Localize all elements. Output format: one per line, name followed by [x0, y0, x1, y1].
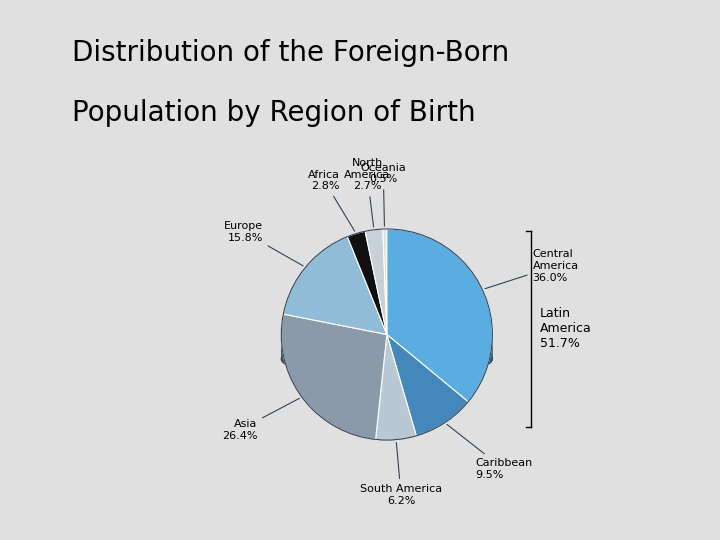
- Polygon shape: [468, 339, 492, 402]
- Ellipse shape: [282, 340, 492, 378]
- Polygon shape: [347, 231, 387, 334]
- Text: Asia
26.4%: Asia 26.4%: [222, 399, 300, 441]
- Polygon shape: [283, 237, 387, 334]
- Polygon shape: [376, 334, 416, 440]
- Polygon shape: [387, 334, 468, 436]
- Text: Oceania
0.5%: Oceania 0.5%: [361, 163, 406, 226]
- Polygon shape: [365, 229, 387, 334]
- Polygon shape: [416, 371, 468, 436]
- Text: Distribution of the Foreign-Born: Distribution of the Foreign-Born: [72, 39, 509, 67]
- Polygon shape: [282, 335, 376, 440]
- Polygon shape: [383, 229, 387, 334]
- Text: North
America
2.7%: North America 2.7%: [344, 158, 390, 227]
- Text: Latin
America
51.7%: Latin America 51.7%: [540, 307, 592, 350]
- Polygon shape: [376, 377, 416, 440]
- Text: Caribbean
9.5%: Caribbean 9.5%: [447, 424, 533, 480]
- Polygon shape: [282, 314, 387, 440]
- Text: Europe
15.8%: Europe 15.8%: [224, 221, 303, 266]
- Text: Population by Region of Birth: Population by Region of Birth: [72, 99, 476, 127]
- Text: Africa
2.8%: Africa 2.8%: [308, 170, 355, 231]
- Polygon shape: [387, 229, 492, 402]
- Text: Central
America
36.0%: Central America 36.0%: [485, 249, 579, 289]
- Text: South America
6.2%: South America 6.2%: [360, 442, 442, 506]
